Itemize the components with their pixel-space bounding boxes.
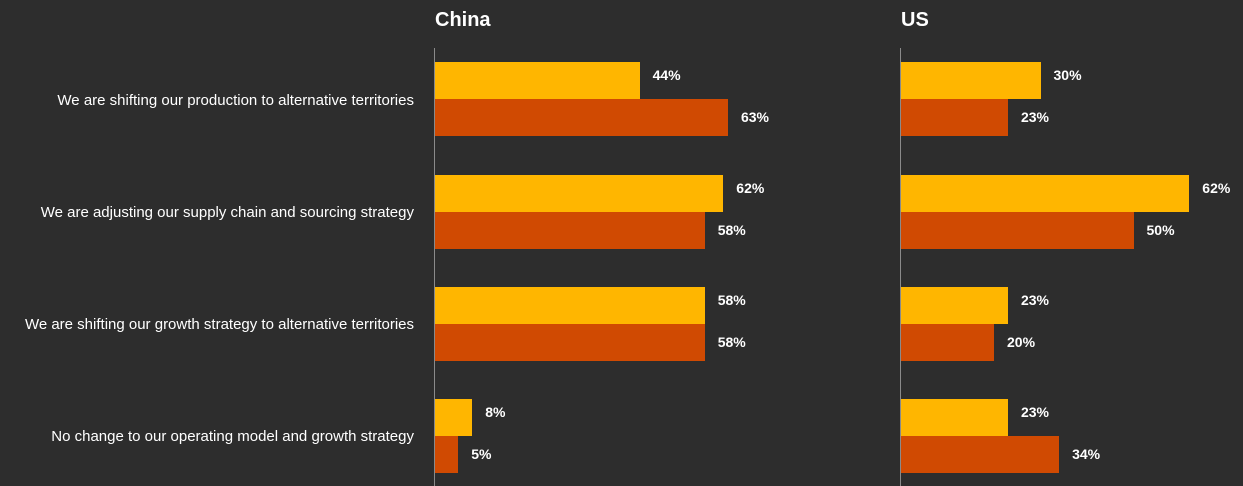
china-value-label-orange-3: 5% (471, 446, 492, 462)
us-value-label-orange-2: 20% (1007, 334, 1036, 350)
us-value-label-orange-0: 23% (1020, 109, 1049, 125)
us-bar-yellow-3 (901, 399, 1008, 436)
china-axis-line (434, 48, 435, 486)
us-bar-orange-0 (901, 99, 1008, 136)
us-value-label-yellow-3: 23% (1020, 404, 1049, 420)
us-bar-orange-1 (901, 212, 1134, 249)
china-bar-yellow-2 (435, 287, 705, 324)
category-label-3: No change to our operating model and gro… (51, 428, 414, 445)
china-value-label-orange-0: 63% (740, 109, 769, 125)
china-value-label-yellow-1: 62% (736, 180, 765, 196)
us-bar-yellow-1 (901, 175, 1190, 212)
us-bar-yellow-0 (901, 62, 1041, 99)
china-value-label-yellow-3: 8% (485, 404, 506, 420)
panel-title-us: US (901, 9, 929, 31)
panel-title-china: China (435, 9, 491, 31)
us-value-label-yellow-0: 30% (1053, 67, 1082, 83)
china-bar-orange-0 (435, 99, 728, 136)
china-value-label-orange-2: 58% (717, 334, 746, 350)
china-bar-orange-1 (435, 212, 705, 249)
china-value-label-orange-1: 58% (717, 222, 746, 238)
us-bar-orange-3 (901, 436, 1060, 473)
china-bar-yellow-1 (435, 175, 724, 212)
china-bar-orange-2 (435, 324, 705, 361)
us-value-label-orange-3: 34% (1072, 446, 1101, 462)
category-label-2: We are shifting our growth strategy to a… (24, 316, 414, 333)
china-value-label-yellow-2: 58% (717, 292, 746, 308)
us-value-label-orange-1: 50% (1146, 222, 1175, 238)
china-bar-yellow-3 (435, 399, 473, 436)
us-value-label-yellow-2: 23% (1020, 292, 1049, 308)
category-label-1: We are adjusting our supply chain and so… (40, 204, 414, 221)
us-bar-orange-2 (901, 324, 994, 361)
us-value-label-yellow-1: 62% (1202, 180, 1231, 196)
us-axis-line (900, 48, 901, 486)
china-value-label-yellow-0: 44% (652, 67, 681, 83)
us-bar-yellow-2 (901, 287, 1008, 324)
china-bar-orange-3 (435, 436, 459, 473)
category-label-0: We are shifting our production to altern… (57, 92, 414, 109)
china-bar-yellow-0 (435, 62, 640, 99)
